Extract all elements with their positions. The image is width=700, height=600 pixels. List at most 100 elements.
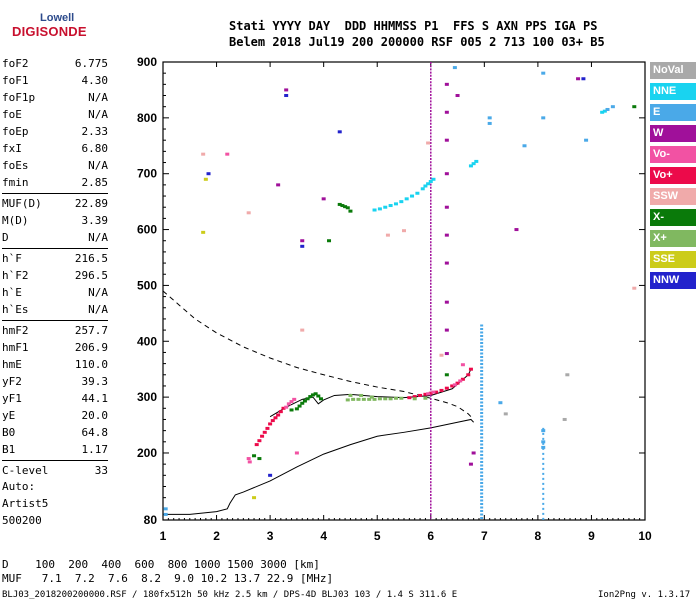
param-name: M(D) [2,214,29,227]
param-value: 20.0 [81,409,109,422]
data-point-vo [434,390,439,394]
data-point-vo [276,413,281,417]
data-point-vo [257,439,262,443]
true-height-profile [163,418,474,515]
x-tick-label: 1 [160,529,167,543]
param-value: 2.85 [81,176,109,189]
param-row: hmF1 206.9 [2,341,108,357]
data-point-vo [431,390,436,394]
data-point-x [310,393,315,397]
data-point-nne [474,159,479,163]
data-point-e [163,512,168,516]
data-point-x [393,396,398,400]
data-point-w [444,352,449,356]
data-point-nne [471,162,476,166]
x-tick-label: 6 [427,529,434,543]
y-tick-label: 600 [137,223,157,237]
y-tick-label: 400 [137,334,157,348]
data-point-w [444,233,449,237]
param-row: B1 1.17 [2,443,108,459]
data-point-x [308,395,313,399]
data-point-x [359,393,364,397]
data-point-nne [423,184,428,188]
param-name: foF2 [2,57,29,70]
param-name: foF1 [2,74,29,87]
data-point-nne [602,109,607,113]
data-point-w [444,138,449,142]
data-point-w [576,77,581,81]
data-point-w [321,197,326,201]
param-row: yE 20.0 [2,409,108,425]
data-point-nne [431,177,436,181]
data-point-e [452,66,457,70]
param-value: N/A [88,91,108,104]
param-row: foF1p N/A [2,91,108,107]
data-point-x [300,401,305,405]
data-point-x [345,206,350,210]
param-name: foE [2,108,22,121]
footer-file-info: BLJ03_2018200200000.RSF / 180fx512h 50 k… [2,590,458,600]
data-point-x [388,397,393,401]
data-point-vo [458,379,463,383]
param-name: fxI [2,142,22,155]
param-value: 22.89 [74,197,108,210]
data-point-nne [468,164,473,168]
param-name: D [2,231,9,244]
param-value: N/A [88,286,108,299]
legend-item-vo: Vo+ [650,167,696,184]
data-point-vo [426,392,431,396]
data-point-vo [466,373,471,377]
data-point-vo [270,419,275,423]
param-row: h`F2 296.5 [2,269,108,285]
data-point-nnw [581,77,586,81]
extrapolated-profile [162,290,474,420]
data-point-vo [292,397,297,401]
y-tick-label: 500 [137,278,157,292]
data-point-x [257,457,262,461]
data-point-x [423,396,428,400]
data-point-vo [265,426,270,430]
header-values: Belem 2018 Jul19 200 200000 RSF 005 2 71… [229,35,605,49]
data-point-vo [268,422,273,426]
data-point-ssw [201,152,206,156]
data-point-e [610,105,615,109]
legend-item-x: X- [650,209,696,226]
data-point-e [541,71,546,75]
param-name: hmE [2,358,22,371]
param-value: 1.17 [81,443,109,456]
param-row: foF1 4.30 [2,74,108,90]
data-point-nne [383,205,388,209]
data-point-nne [415,191,420,195]
autoscale-label: Auto: [2,480,36,493]
data-point-e [541,440,546,444]
data-point-vo [423,392,428,396]
x-tick-label: 5 [374,529,381,543]
y-tick-label: 200 [137,446,157,460]
y-tick-label: 800 [137,111,157,125]
data-point-vo [468,367,473,371]
param-name: yF2 [2,375,22,388]
param-value: N/A [88,303,108,316]
data-point-vo [286,402,291,406]
data-point-w [444,110,449,114]
data-point-noval [565,373,570,377]
data-point-w [444,328,449,332]
legend-item-nnw: NNW [650,272,696,289]
data-point-vo [460,363,465,367]
data-point-nnw [268,473,273,477]
param-value: 296.5 [74,269,108,282]
autoscale-code: 500200 [2,514,42,527]
legend-item-w: W [650,125,696,142]
param-value: N/A [88,108,108,121]
param-row: hmE 110.0 [2,358,108,374]
param-row: foEp 2.33 [2,125,108,141]
param-row: h`Es N/A [2,303,108,319]
data-point-x [252,454,257,458]
scaled-trace [269,367,472,418]
param-value: N/A [88,231,108,244]
param-row: h`F 216.5 [2,252,108,268]
data-point-vo [260,434,265,438]
data-point-e [541,445,546,449]
legend-item-nne: NNE [650,83,696,100]
data-point-x [383,397,388,401]
